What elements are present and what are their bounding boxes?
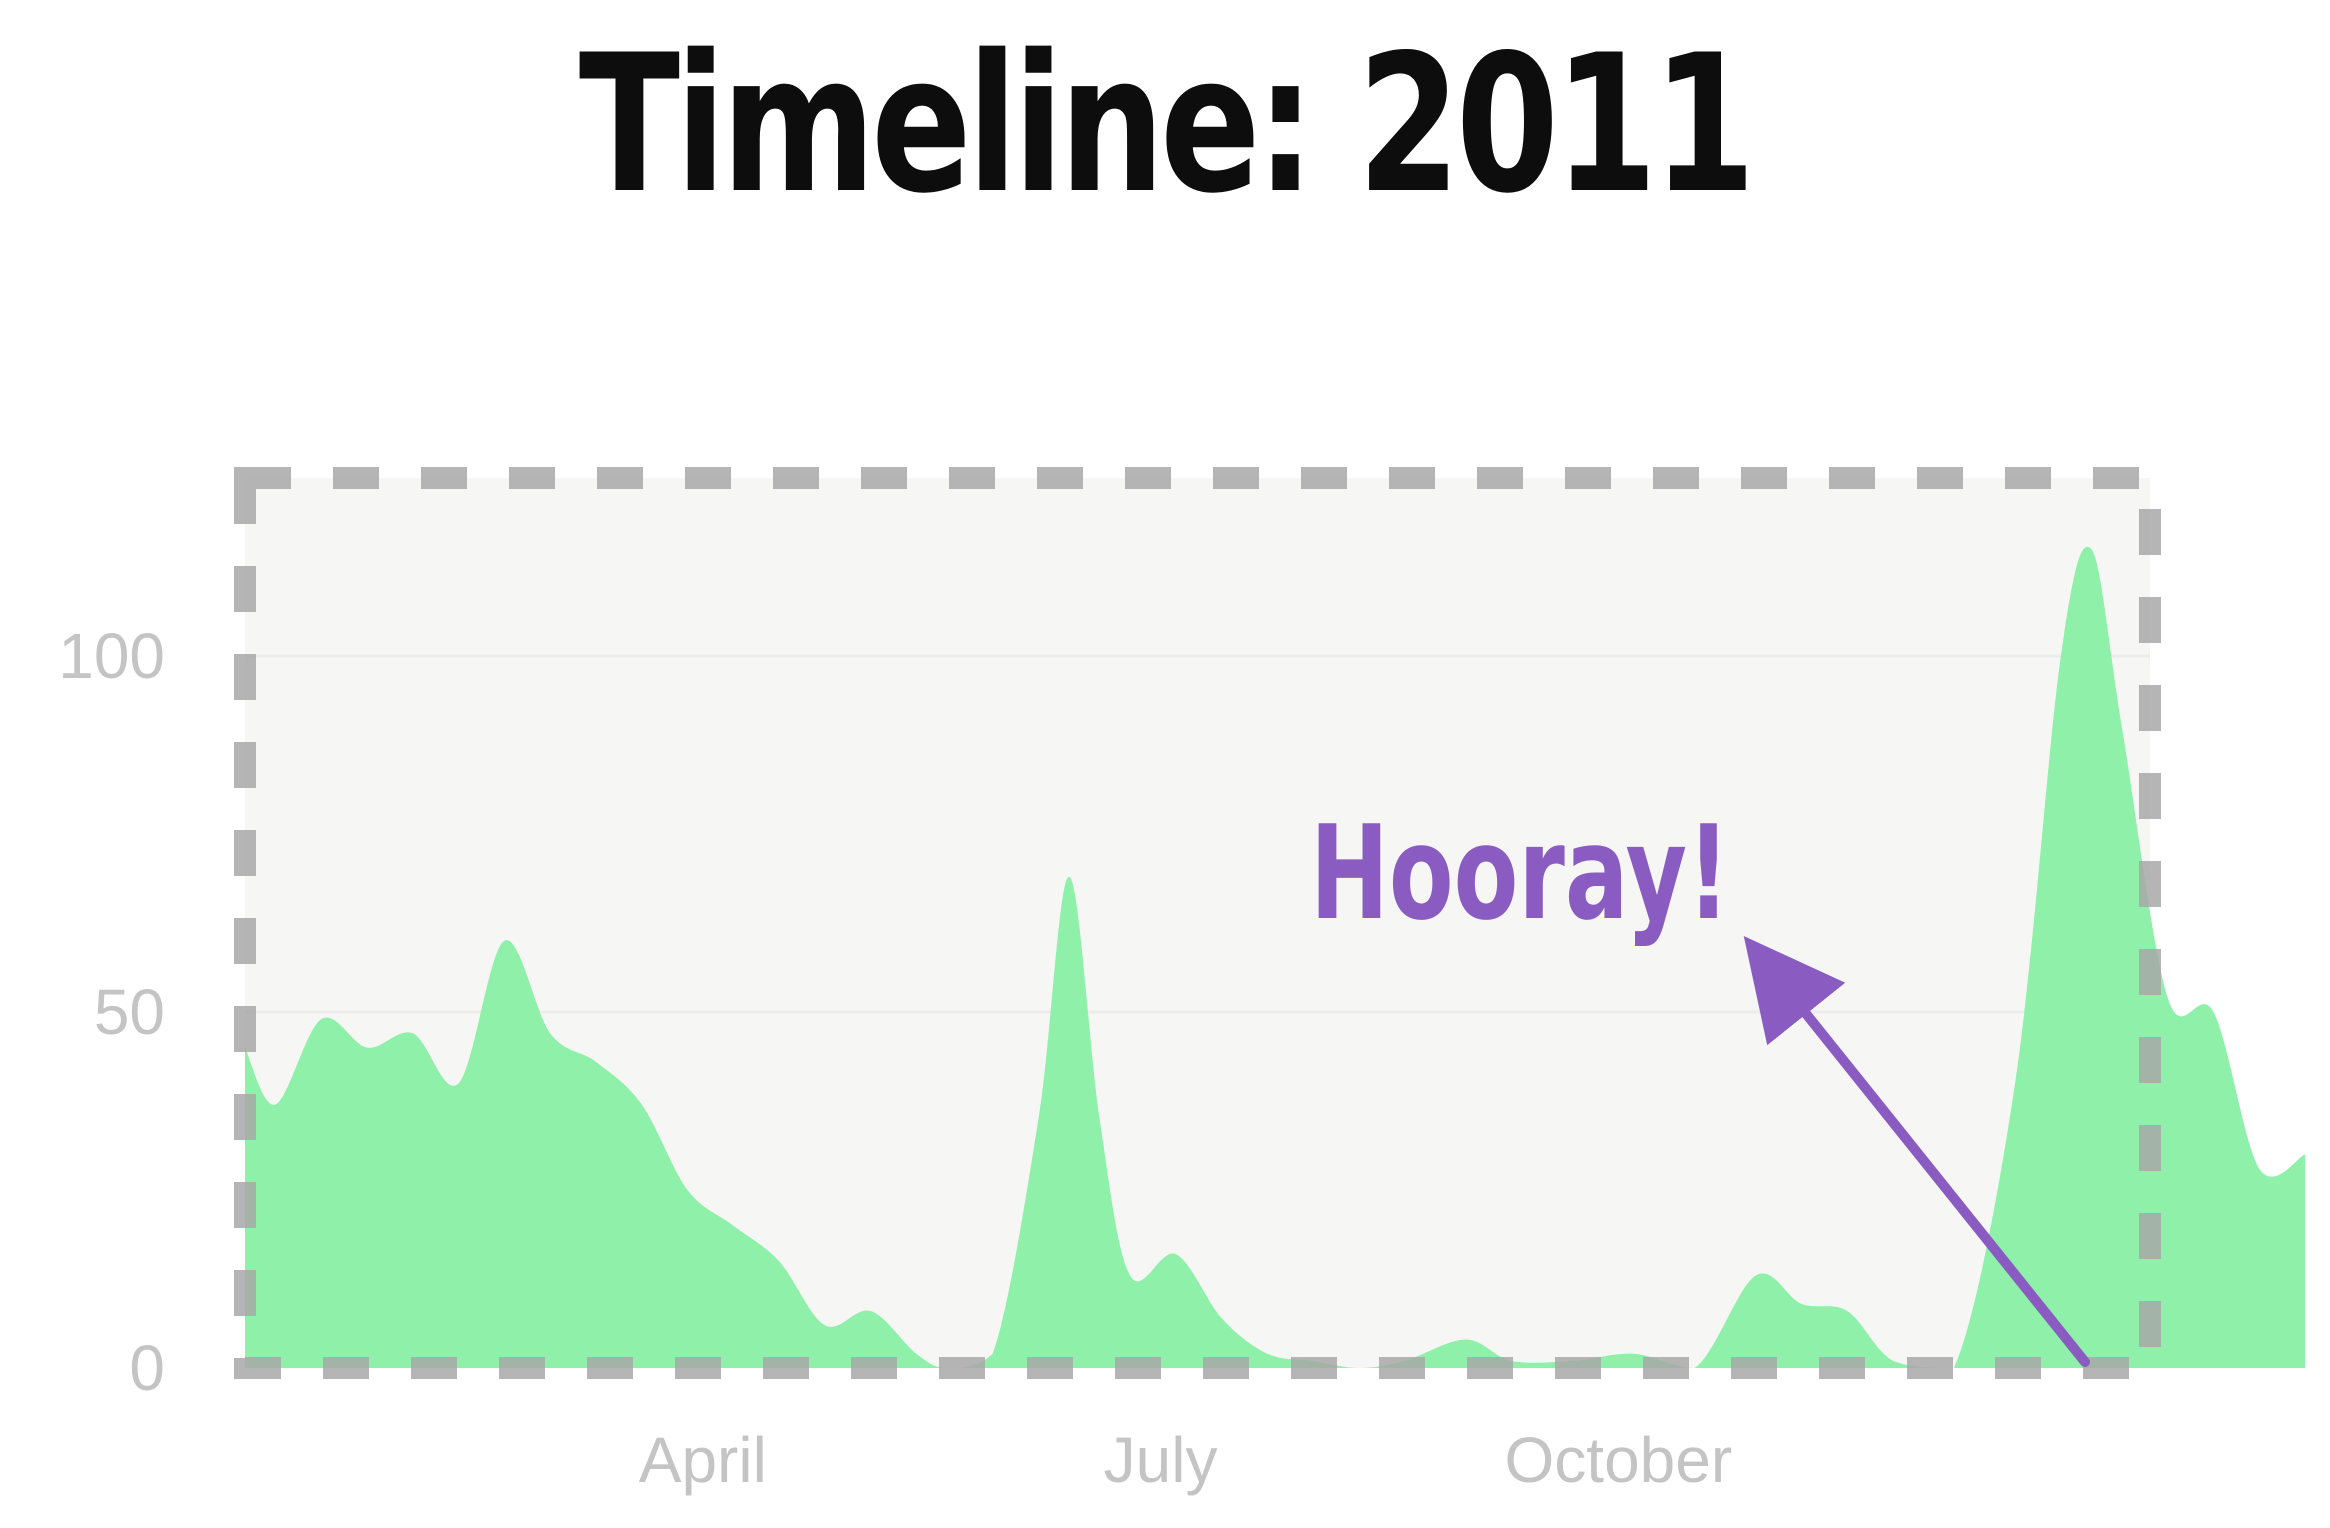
x-axis-ticks: April July October xyxy=(639,1424,1732,1496)
annotation-arrow xyxy=(1743,935,2090,1367)
x-tick-label-april: April xyxy=(639,1424,767,1496)
x-tick-label-july: July xyxy=(1104,1424,1218,1496)
y-tick-label-50: 50 xyxy=(94,976,165,1048)
y-tick-label-0: 0 xyxy=(129,1332,165,1404)
highlight-box xyxy=(234,467,2161,1379)
annotation: Hooray! xyxy=(1310,797,2090,1367)
y-axis-ticks: 0 50 100 xyxy=(58,620,165,1404)
series-area-0 xyxy=(245,546,2305,1368)
chart-title: Timeline: 2011 xyxy=(578,14,1756,235)
x-tick-label-october: October xyxy=(1505,1424,1733,1496)
y-tick-label-100: 100 xyxy=(58,620,165,692)
series-area xyxy=(245,546,2305,1368)
annotation-label: Hooray! xyxy=(1310,797,1730,949)
